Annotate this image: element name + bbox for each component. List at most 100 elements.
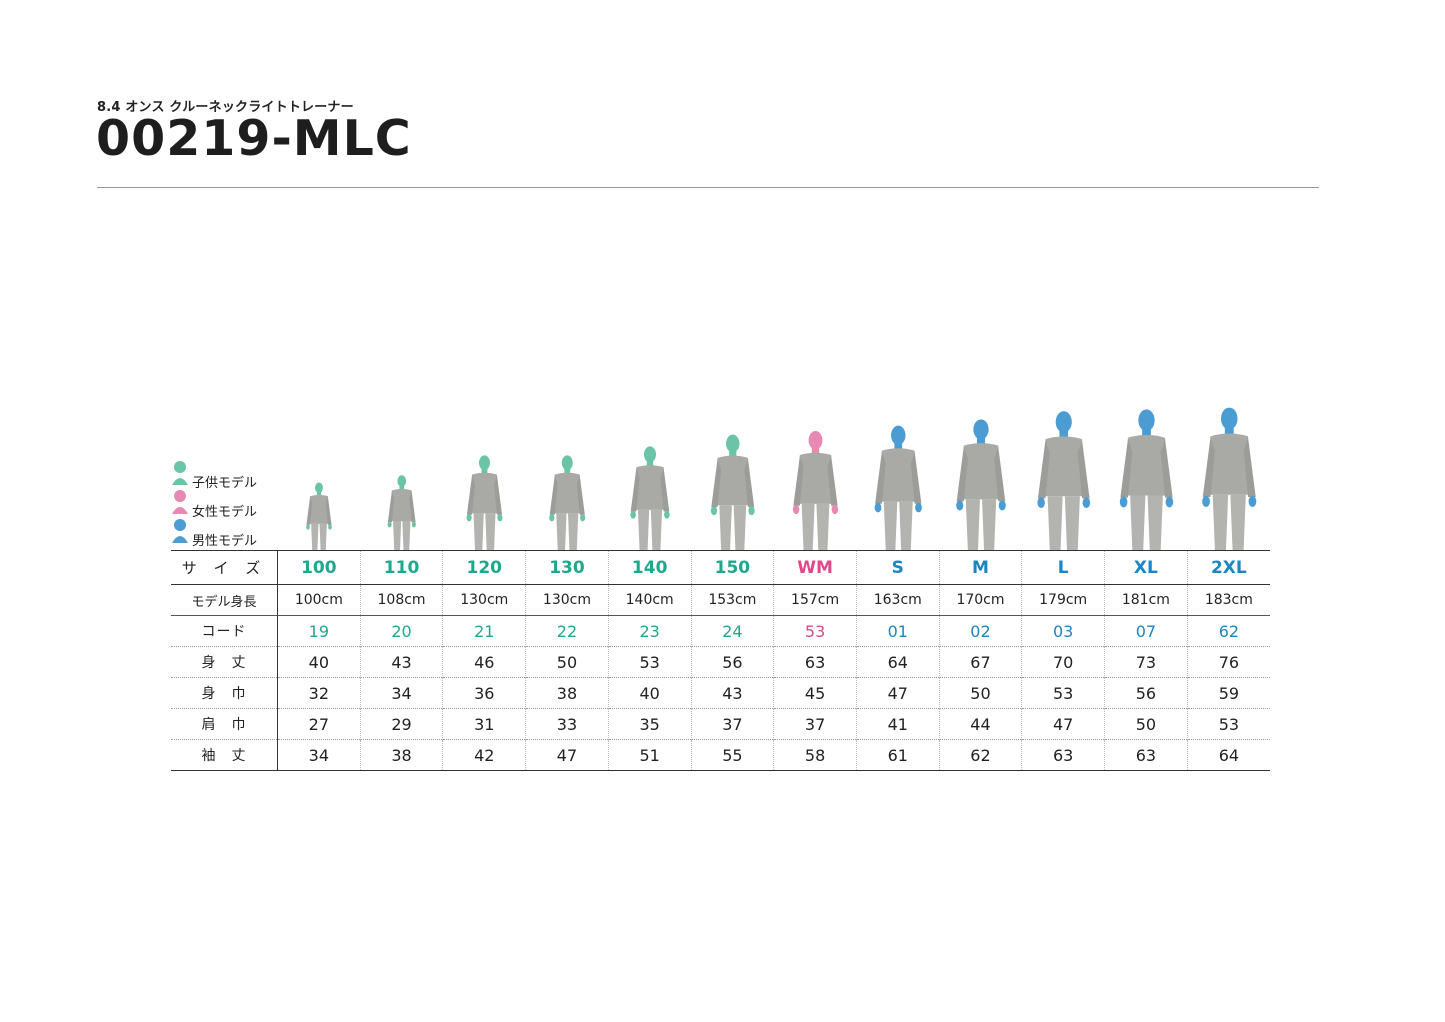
cell-body-width: 50 xyxy=(938,677,1022,709)
model-right-sleeve xyxy=(994,446,1006,502)
model-right-sleeve xyxy=(910,451,922,504)
model-left-sleeve xyxy=(306,496,313,525)
model-head xyxy=(479,455,490,471)
cell-size: XL xyxy=(1104,550,1188,585)
cell-shoulder: 50 xyxy=(1104,708,1188,740)
model-figure-L xyxy=(1037,411,1091,550)
row-label: コード xyxy=(171,615,278,647)
cell-size: S xyxy=(855,550,940,585)
cell-height: 140cm xyxy=(607,584,692,616)
child-model-icon xyxy=(172,461,188,485)
cell-sleeve: 63 xyxy=(1021,739,1105,771)
cell-body-width: 43 xyxy=(690,677,774,709)
model-left-sleeve xyxy=(956,446,968,502)
legend-label: 女性モデル xyxy=(192,505,258,520)
cell-body-width: 53 xyxy=(1021,677,1105,709)
model-neck xyxy=(564,467,571,474)
cell-code: 22 xyxy=(525,615,609,647)
cell-code: 02 xyxy=(938,615,1022,647)
model-figure-S xyxy=(874,425,922,550)
color-code-row: コード 19 20 21 22 23 24 53 01 02 03 07 62 xyxy=(171,615,1270,647)
cell-size: M xyxy=(938,550,1022,585)
model-neck xyxy=(481,467,488,474)
model-neck xyxy=(1224,426,1234,436)
model-figure-150 xyxy=(710,434,755,550)
model-right-sleeve xyxy=(744,458,755,508)
model-legend: 子供モデル 女性モデル 男性モデル xyxy=(171,460,281,549)
model-left-leg xyxy=(556,513,567,550)
model-right-leg xyxy=(567,513,579,550)
model-neck xyxy=(811,446,820,455)
model-right-sleeve xyxy=(827,455,838,506)
model-head xyxy=(808,431,823,450)
cell-size: 110 xyxy=(359,550,443,585)
model-left-sleeve xyxy=(630,468,640,512)
model-neck xyxy=(646,460,654,467)
model-sweatshirt xyxy=(309,494,329,524)
cell-code: 53 xyxy=(773,615,857,647)
model-right-leg xyxy=(899,501,913,550)
model-head xyxy=(397,475,407,487)
model-hand xyxy=(664,510,670,519)
cell-body-width: 45 xyxy=(773,677,857,709)
cell-height: 100cm xyxy=(277,584,361,616)
row-label: 肩 巾 xyxy=(171,708,278,740)
cell-sleeve: 42 xyxy=(442,739,526,771)
model-left-leg xyxy=(1212,494,1229,550)
cell-body-width: 47 xyxy=(855,677,940,709)
cell-body-width: 32 xyxy=(277,677,361,709)
row-label: サ イ ズ xyxy=(171,550,278,585)
model-head xyxy=(561,455,573,471)
model-sweatshirt xyxy=(470,472,499,514)
body-width-row: 身 巾 32 34 36 38 40 43 45 47 50 53 56 59 xyxy=(171,677,1270,709)
cell-height: 170cm xyxy=(938,584,1022,616)
model-neck xyxy=(976,436,986,445)
cell-size: 120 xyxy=(442,550,526,585)
model-right-leg xyxy=(1147,495,1163,550)
model-sweatshirt xyxy=(1125,434,1168,496)
cell-size: 130 xyxy=(525,550,609,585)
model-figures xyxy=(306,407,1257,550)
cell-code: 20 xyxy=(359,615,443,647)
model-hand xyxy=(411,521,416,528)
model-figure-120 xyxy=(466,455,503,550)
cell-shoulder: 41 xyxy=(855,708,940,740)
cell-code: 07 xyxy=(1104,615,1188,647)
model-left-sleeve xyxy=(1202,437,1215,498)
cell-size: 140 xyxy=(607,550,692,585)
model-sweatshirt xyxy=(797,452,834,504)
model-figure-XL xyxy=(1119,409,1174,550)
model-right-sleeve xyxy=(1243,437,1256,498)
model-left-leg xyxy=(637,509,650,550)
cell-shoulder: 29 xyxy=(359,708,443,740)
model-right-leg xyxy=(816,503,830,550)
cell-sleeve: 63 xyxy=(1104,739,1188,771)
cell-body-length: 63 xyxy=(773,646,857,678)
model-right-leg xyxy=(402,521,411,550)
cell-height: 108cm xyxy=(359,584,443,616)
cell-code: 21 xyxy=(442,615,526,647)
cell-shoulder: 37 xyxy=(773,708,857,740)
sleeve-length-row: 袖 丈 34 38 42 47 51 55 58 61 62 63 63 64 xyxy=(171,739,1270,771)
product-subtitle: 8.4 オンス クルーネックライトトレーナー xyxy=(97,100,354,115)
cell-sleeve: 34 xyxy=(277,739,361,771)
model-hand xyxy=(549,514,555,522)
cell-shoulder: 47 xyxy=(1021,708,1105,740)
model-sweatshirt xyxy=(715,455,750,506)
model-left-sleeve xyxy=(1120,438,1133,498)
cell-shoulder: 37 xyxy=(690,708,774,740)
model-sweatshirt xyxy=(1043,436,1085,497)
model-sweatshirt xyxy=(961,443,1001,500)
model-right-leg xyxy=(733,505,747,550)
model-right-sleeve xyxy=(1077,440,1090,499)
model-hand xyxy=(1119,496,1128,508)
model-sweatshirt xyxy=(1208,433,1251,495)
model-figure-130 xyxy=(549,455,586,550)
cell-shoulder: 33 xyxy=(525,708,609,740)
cell-body-length: 53 xyxy=(607,646,692,678)
shoulder-width-row: 肩 巾 27 29 31 33 35 37 37 41 44 47 50 53 xyxy=(171,708,1270,740)
model-right-leg xyxy=(982,499,997,550)
cell-body-length: 56 xyxy=(690,646,774,678)
model-left-sleeve xyxy=(549,475,558,515)
model-left-leg xyxy=(473,513,484,550)
